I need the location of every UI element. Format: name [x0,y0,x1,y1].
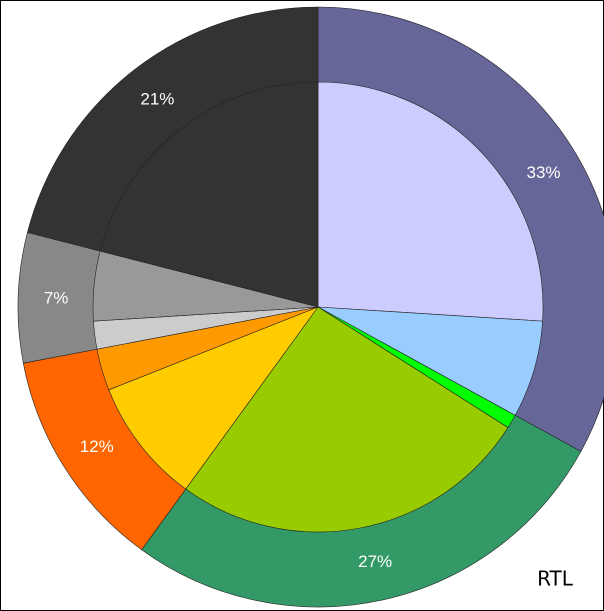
value-label: 7% [44,288,69,307]
pie [17,6,604,608]
inner-slice [185,306,509,533]
annotation: RTL [537,567,574,591]
value-label: 33% [526,163,560,182]
value-label: 12% [80,437,114,456]
inner-slice [99,81,319,308]
value-label: 27% [358,552,392,571]
inner-slice [108,306,319,490]
inner-slice [317,81,544,322]
value-label: 21% [140,89,174,108]
